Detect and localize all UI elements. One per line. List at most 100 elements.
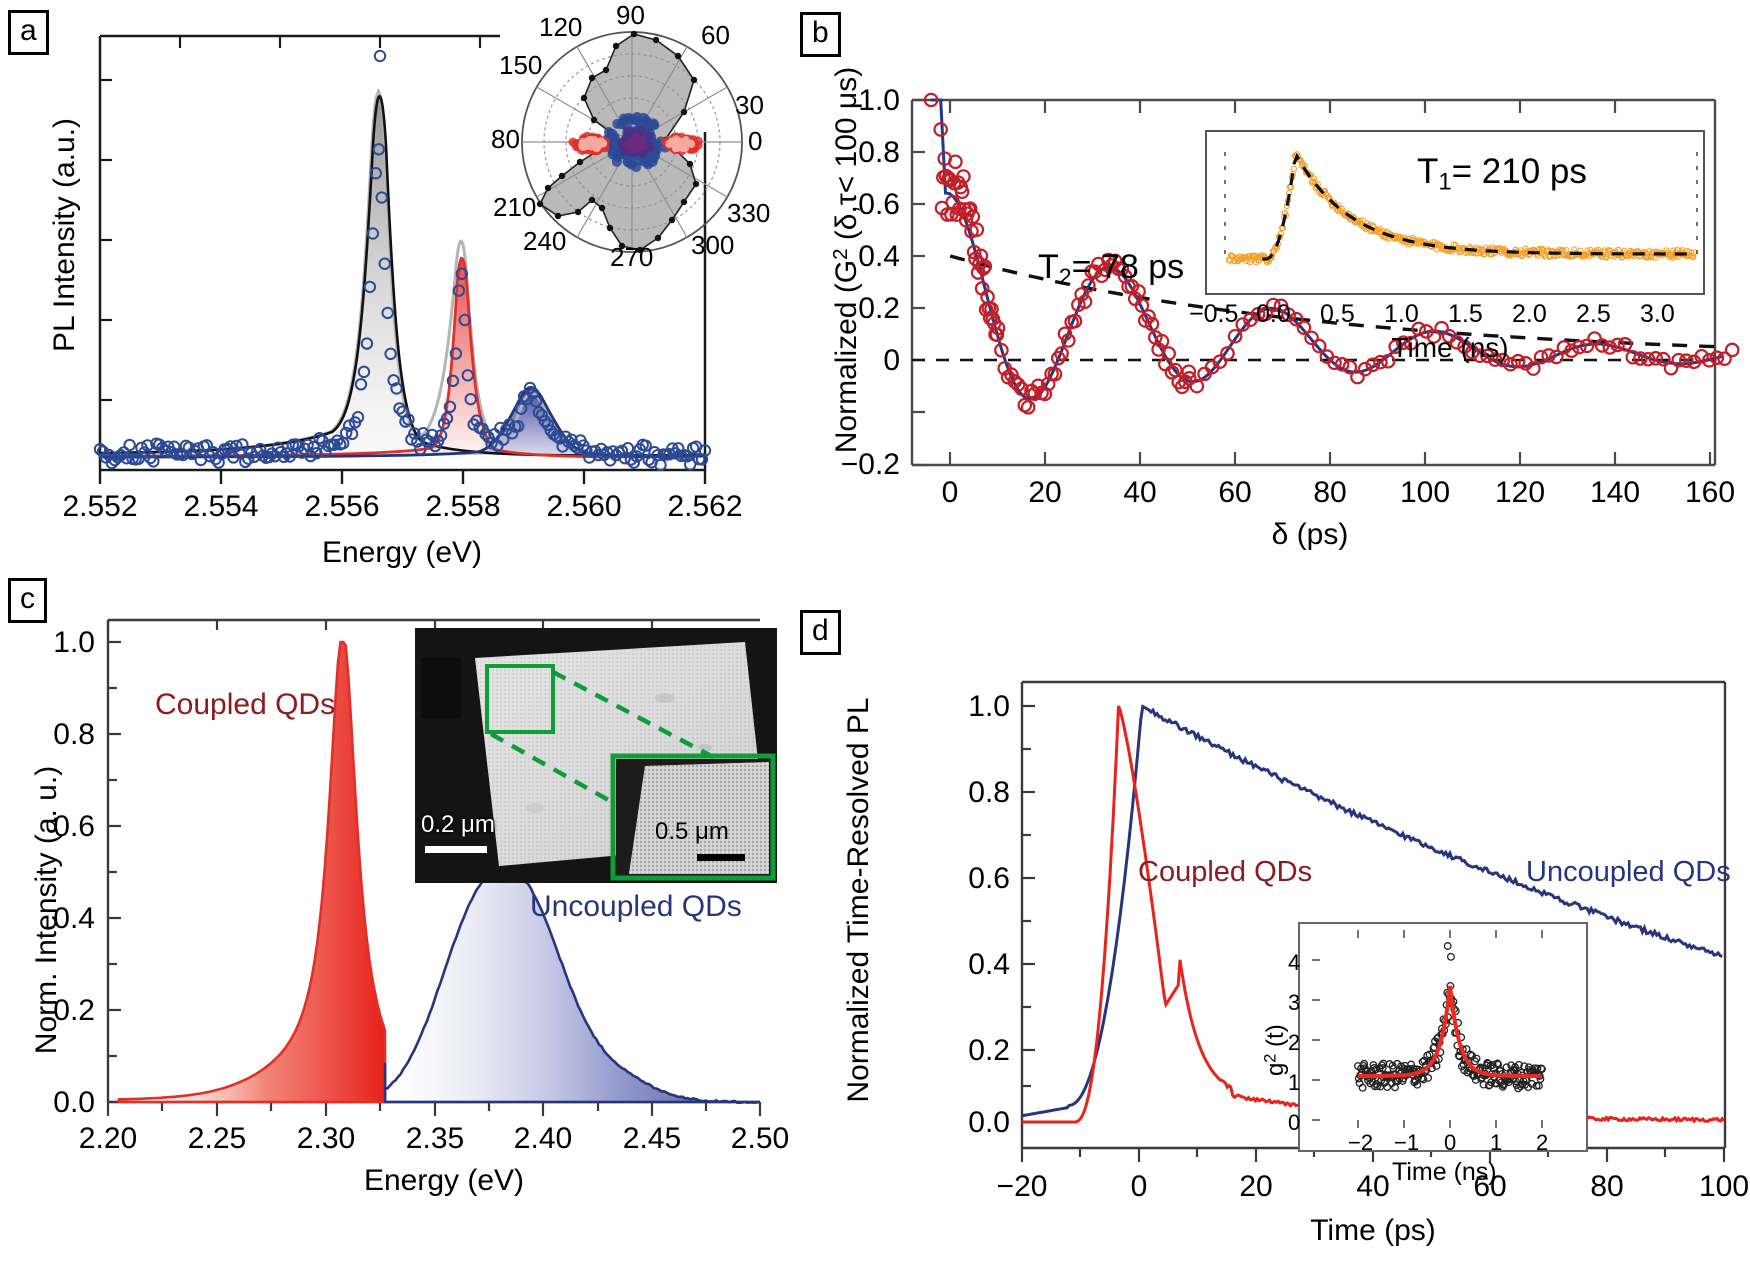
panel-c-xtick-2.25: 2.25 <box>187 1122 247 1155</box>
panel-b-xtick-140: 140 <box>1589 476 1641 509</box>
panel-c-xlabel: Energy (eV) <box>363 1164 525 1197</box>
panel-b-xtick-20: 20 <box>1028 476 1062 509</box>
polar-tick-120: 120 <box>539 12 583 42</box>
sem-image <box>415 628 777 883</box>
panel-d-xtick-40: 40 <box>1356 1170 1390 1203</box>
panel-b-tag: b <box>800 12 841 57</box>
panel-d-inset: 4 3 2 1 0 −2 −1 0 1 2 g2 (t) Time (ns) <box>1262 922 1588 1186</box>
panel-b-xtick-40: 40 <box>1123 476 1157 509</box>
polar-plot <box>521 30 743 254</box>
panel-a-tag: a <box>8 10 49 55</box>
panel-b-inset-plot <box>1224 151 1698 266</box>
panel-c-ytick-1.0: 1.0 <box>53 626 95 659</box>
panel-b-ytick-0.8: 0.8 <box>858 136 900 169</box>
polar-tick-60: 60 <box>701 20 730 50</box>
panel-a: a PL Intensity (a.u.) <box>0 0 790 569</box>
panel-c-scalebar-main <box>425 846 487 853</box>
panel-b-inset-xtick-2.5: 2.5 <box>1576 300 1611 328</box>
panel-b-inset-xtick-0.0: 0.0 <box>1256 300 1291 328</box>
panel-b-inset-xlabel: Time (ns) <box>1391 332 1509 363</box>
panel-c-label-coupled: Coupled QDs <box>155 688 336 721</box>
panel-b-xtick-160: 160 <box>1684 476 1736 509</box>
panel-d-inset-xtick--1: −1 <box>1394 1130 1420 1155</box>
panel-c-sem-inset: 0.2 μm 0.5 μm <box>415 628 777 883</box>
panel-b-ytick-0.6: 0.6 <box>858 188 900 221</box>
polar-tick-0: 0 <box>748 126 763 156</box>
panel-d-inset-ytick-2: 2 <box>1288 1030 1301 1055</box>
panel-c-ytick-0.8: 0.8 <box>53 718 95 751</box>
panel-a-xtick-2: 2.556 <box>304 490 380 523</box>
panel-d-ytick-0.8: 0.8 <box>968 776 1010 809</box>
panel-b-ytick--0.2: −0.2 <box>840 448 900 481</box>
panel-b-inset-T1-annotation: T1= 210 ps <box>1417 152 1587 196</box>
panel-a-plot <box>93 34 712 484</box>
panel-d-inset-xtick-0: 0 <box>1444 1130 1457 1155</box>
panel-a-xtick-4: 2.560 <box>546 490 622 523</box>
panel-b-inset-xtick-3.0: 3.0 <box>1640 300 1675 328</box>
panel-d-inset-xtick--2: −2 <box>1348 1130 1374 1155</box>
panel-c-scalebar-zoom-label: 0.5 μm <box>655 818 729 845</box>
polar-tick-240: 240 <box>523 226 567 256</box>
panel-d-xtick-60: 60 <box>1473 1170 1507 1203</box>
panel-b-T2-annotation: T2= 78 ps <box>1038 248 1185 290</box>
panel-b-ytick-1.0: 1.0 <box>858 84 900 117</box>
panel-b: b Normalized (G2 (δ,τ< 100 μs) <box>790 0 1750 560</box>
panel-c-scalebar-main-label: 0.2 μm <box>421 811 495 838</box>
polar-tick-30: 30 <box>735 90 764 120</box>
panel-d-inset-xlabel: Time (ns) <box>1392 1158 1497 1186</box>
panel-d-inset-ytick-3: 3 <box>1288 990 1301 1015</box>
panel-a-xtick-5: 2.562 <box>667 490 743 523</box>
panel-a-xlabel: Energy (eV) <box>321 536 483 569</box>
panel-d-inset-plot <box>1312 930 1546 1128</box>
polar-tick-300: 300 <box>691 230 735 260</box>
panel-c-xtick-2.35: 2.35 <box>405 1122 465 1155</box>
polar-tick-270: 270 <box>610 242 654 272</box>
panel-b-xtick-100: 100 <box>1399 476 1451 509</box>
panel-d-xtick-20: 20 <box>1239 1170 1273 1203</box>
panel-d-ytick-1.0: 1.0 <box>968 690 1010 723</box>
panel-b-xtick-0: 0 <box>941 476 959 509</box>
panel-c-xtick-2.45: 2.45 <box>622 1122 682 1155</box>
panel-b-plot <box>910 92 1740 467</box>
panel-d-inset-ytick-4: 4 <box>1288 950 1301 975</box>
panel-d-inset-xtick-2: 2 <box>1536 1130 1549 1155</box>
panel-c-ytick-0.4: 0.4 <box>53 902 95 935</box>
panel-c-scalebar-zoom <box>697 854 745 861</box>
panel-a-xtick-1: 2.554 <box>183 490 259 523</box>
panel-b-ytick-0.4: 0.4 <box>858 240 900 273</box>
panel-a-xtick-0: 2.552 <box>62 490 138 523</box>
panel-c-tag: c <box>8 578 47 623</box>
panel-c-label-uncoupled: Uncoupled QDs <box>530 890 742 923</box>
panel-b-inset-xtick--0.5: −0.5 <box>1189 300 1239 328</box>
panel-d-inset-ytick-0: 0 <box>1288 1110 1301 1135</box>
panel-d-xtick--20: −20 <box>996 1170 1048 1203</box>
panel-b-xtick-80: 80 <box>1313 476 1347 509</box>
panel-b-ytick-0: 0 <box>883 344 900 377</box>
panel-d-label-coupled: Coupled QDs <box>1138 856 1313 888</box>
panel-b-ytick-0.2: 0.2 <box>858 292 900 325</box>
panel-c: c Norm. Intensity (a. u.) <box>0 560 790 1272</box>
panel-d-inset-xtick-1: 1 <box>1490 1130 1503 1155</box>
panel-d: d Normalized Time-Resolved PL <box>790 560 1750 1272</box>
polar-tick-210: 210 <box>493 192 537 222</box>
panel-b-inset-xtick-2.0: 2.0 <box>1512 300 1547 328</box>
panel-d-xtick-0: 0 <box>1130 1170 1148 1203</box>
polar-tick-150: 150 <box>499 50 543 80</box>
polar-tick-180: 80 <box>491 124 520 154</box>
panel-d-xtick-100: 100 <box>1698 1170 1750 1203</box>
panel-b-xtick-60: 60 <box>1218 476 1252 509</box>
panel-b-inset-xtick-1.0: 1.0 <box>1384 300 1419 328</box>
panel-d-ytick-0.4: 0.4 <box>968 948 1010 981</box>
panel-d-inset-ytick-1: 1 <box>1288 1070 1301 1095</box>
panel-d-tag: d <box>800 610 841 655</box>
panel-b-inset-xtick-1.5: 1.5 <box>1448 300 1483 328</box>
panel-b-xtick-120: 120 <box>1494 476 1546 509</box>
panel-b-inset: T1= 210 ps <box>1205 130 1705 295</box>
panel-d-ytick-0.6: 0.6 <box>968 862 1010 895</box>
panel-b-xlabel: δ (ps) <box>1271 518 1349 551</box>
panel-c-ytick-0.2: 0.2 <box>53 994 95 1027</box>
panel-d-ytick-0.0: 0.0 <box>968 1106 1010 1139</box>
panel-d-label-uncoupled: Uncoupled QDs <box>1526 856 1731 888</box>
panel-d-plot <box>1020 680 1727 1162</box>
